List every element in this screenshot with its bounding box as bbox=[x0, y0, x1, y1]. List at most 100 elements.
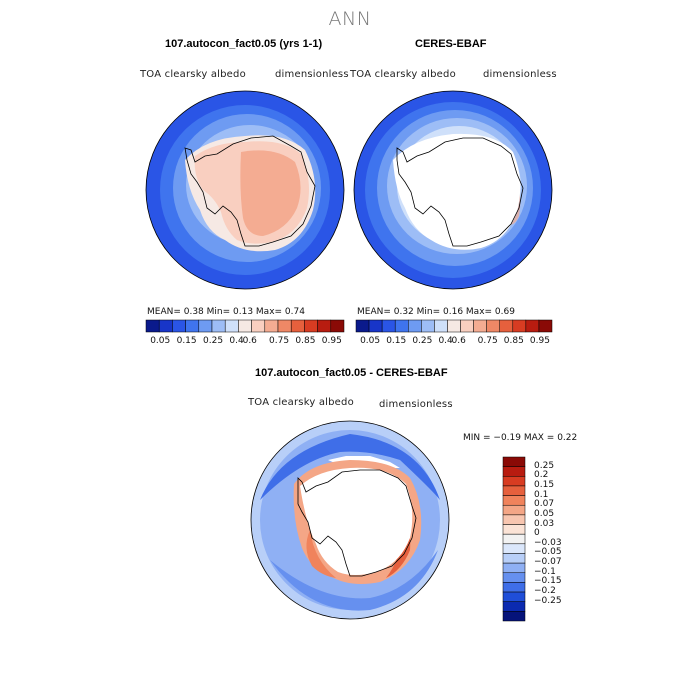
map-boundary bbox=[353, 90, 553, 290]
colorbar-swatch bbox=[502, 591, 526, 602]
colorbar-swatch bbox=[447, 319, 461, 333]
colorbar-swatch bbox=[502, 582, 526, 593]
diff-negative-north bbox=[260, 434, 440, 500]
colorbar-tick-label: 0.4 bbox=[438, 336, 453, 346]
colorbar-swatch bbox=[502, 553, 526, 564]
panel3-colorbar bbox=[502, 456, 526, 622]
colorbar-tick-label: 0 bbox=[534, 528, 540, 539]
colorbar-tick-label: 0.25 bbox=[534, 460, 555, 471]
colorbar-swatch bbox=[502, 543, 526, 554]
colorbar-swatch bbox=[502, 533, 526, 545]
colorbar-swatch bbox=[538, 319, 553, 333]
panel1-polar-map bbox=[145, 90, 345, 290]
colorbar-swatch bbox=[502, 456, 526, 467]
panel1-title: 107.autocon_fact0.05 (yrs 1-1) bbox=[165, 38, 323, 50]
colorbar-tick-label: 0.75 bbox=[477, 336, 498, 346]
panel3-units: dimensionless bbox=[379, 399, 453, 410]
colorbar-swatch bbox=[502, 611, 526, 622]
colorbar-swatch bbox=[486, 319, 500, 333]
antarctica-coastline bbox=[396, 137, 524, 247]
colorbar-swatch bbox=[251, 319, 266, 333]
colorbar-swatch bbox=[434, 319, 448, 333]
panel2-colorbar bbox=[355, 319, 553, 333]
colorbar-tick-label: −0.07 bbox=[534, 557, 562, 568]
colorbar-swatch bbox=[502, 485, 526, 496]
colorbar-tick-label: 0.1 bbox=[534, 489, 549, 500]
colorbar-tick-label: 0.75 bbox=[269, 336, 290, 346]
panel3-variable: TOA clearsky albedo bbox=[248, 397, 354, 408]
antarctica-missing-data bbox=[393, 133, 521, 250]
colorbar-swatch bbox=[512, 319, 527, 333]
colorbar-swatch bbox=[145, 319, 160, 333]
colorbar-tick-label: 0.85 bbox=[503, 336, 524, 346]
diff-negative-south bbox=[270, 550, 438, 611]
panel3-title: 107.autocon_fact0.05 - CERES-EBAF bbox=[255, 367, 448, 379]
colorbar-tick-label: 0.05 bbox=[150, 336, 171, 346]
colorbar-swatch bbox=[381, 319, 396, 333]
colorbar-swatch bbox=[502, 524, 526, 535]
colorbar-swatch bbox=[211, 319, 226, 333]
colorbar-tick-label: 0.05 bbox=[534, 508, 555, 519]
colorbar-tick-label: 0.03 bbox=[534, 518, 555, 529]
colorbar-swatch bbox=[502, 572, 526, 583]
panel1-variable: TOA clearsky albedo bbox=[140, 69, 246, 80]
colorbar-tick-label: 0.07 bbox=[534, 499, 555, 510]
colorbar-swatch bbox=[394, 319, 409, 333]
colorbar-swatch bbox=[355, 319, 370, 333]
colorbar-swatch bbox=[502, 495, 526, 506]
colorbar-tick-label: −0.15 bbox=[534, 576, 562, 587]
panel1-colorbar bbox=[145, 319, 345, 333]
diff-positive-west bbox=[306, 530, 336, 578]
colorbar-tick-label: 0.15 bbox=[386, 336, 407, 346]
colorbar-tick-label: 0.2 bbox=[534, 470, 549, 481]
colorbar-swatch bbox=[460, 319, 474, 333]
colorbar-tick-label: 0.95 bbox=[321, 336, 342, 346]
panel2-polar-map bbox=[353, 90, 553, 290]
colorbar-tick-label: −0.25 bbox=[534, 595, 562, 606]
colorbar-swatch bbox=[277, 319, 292, 333]
colorbar-swatch bbox=[502, 514, 526, 525]
colorbar-swatch bbox=[330, 319, 345, 333]
colorbar-tick-label: 0.25 bbox=[412, 336, 433, 346]
colorbar-tick-label: 0.05 bbox=[360, 336, 381, 346]
colorbar-tick-label: 0.15 bbox=[176, 336, 197, 346]
colorbar-swatch bbox=[264, 319, 279, 333]
antarctica-coastline bbox=[184, 135, 316, 247]
colorbar-tick-label: 0.85 bbox=[295, 336, 316, 346]
colorbar-swatch bbox=[525, 319, 540, 333]
panel2-stats: MEAN= 0.32 Min= 0.16 Max= 0.69 bbox=[357, 307, 515, 317]
colorbar-swatch bbox=[502, 601, 526, 612]
colorbar-swatch bbox=[304, 319, 318, 333]
map-boundary bbox=[250, 420, 450, 620]
panel3-polar-map bbox=[250, 420, 450, 620]
colorbar-tick-label: 0.6 bbox=[242, 336, 257, 346]
panel2-variable: TOA clearsky albedo bbox=[350, 69, 456, 80]
panel1-stats: MEAN= 0.38 Min= 0.13 Max= 0.74 bbox=[147, 307, 305, 317]
colorbar-tick-label: −0.03 bbox=[534, 537, 562, 548]
panel3-colorbar-labels: 0.25 0.2 0.15 0.1 0.07 0.05 0.03 0 −0.03 −0.05 −0.… bbox=[530, 457, 580, 621]
colorbar-swatch bbox=[408, 319, 422, 333]
panel2-title: CERES-EBAF bbox=[415, 38, 487, 50]
panel2-units: dimensionless bbox=[483, 69, 557, 80]
colorbar-swatch bbox=[198, 319, 213, 333]
colorbar-swatch bbox=[185, 319, 200, 333]
colorbar-swatch bbox=[473, 319, 487, 333]
panel1-units: dimensionless bbox=[275, 69, 349, 80]
colorbar-swatch bbox=[317, 319, 332, 333]
colorbar-swatch bbox=[502, 504, 526, 516]
figure-title: ANN bbox=[328, 8, 372, 30]
colorbar-tick-label: 0.6 bbox=[451, 336, 466, 346]
colorbar-swatch bbox=[502, 466, 526, 477]
colorbar-swatch bbox=[421, 319, 435, 333]
colorbar-tick-label: −0.05 bbox=[534, 547, 562, 558]
antarctica-missing-data bbox=[300, 467, 413, 575]
colorbar-swatch bbox=[172, 319, 186, 333]
colorbar-swatch bbox=[499, 319, 514, 333]
colorbar-swatch bbox=[238, 319, 252, 333]
colorbar-swatch bbox=[290, 319, 305, 333]
east-antarctica-high-albedo bbox=[240, 150, 301, 236]
colorbar-tick-label: 0.15 bbox=[534, 479, 555, 490]
colorbar-swatch bbox=[502, 476, 526, 487]
panel2-colorbar-labels: 0.05 0.15 0.25 0.4 0.6 0.75 0.85 0.95 bbox=[356, 336, 552, 348]
